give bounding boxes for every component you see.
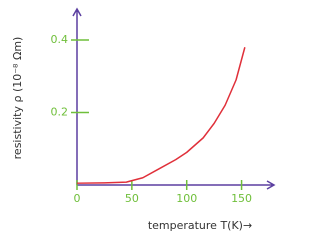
x-tick-label: 50 [125, 192, 139, 205]
x-tick-label: 100 [176, 192, 197, 205]
data-line [76, 47, 246, 184]
x-axis-label: temperature T(K)→ [148, 219, 252, 232]
y-axis [72, 7, 82, 185]
y-tick-label: 0.4 [51, 33, 69, 46]
y-axis-label: resistivity ρ (10⁻⁸ Ωm) [11, 37, 24, 160]
x-tick-label: 150 [231, 192, 252, 205]
x-tick-label: 0 [74, 192, 81, 205]
y-tick-label: 0.2 [51, 106, 69, 119]
